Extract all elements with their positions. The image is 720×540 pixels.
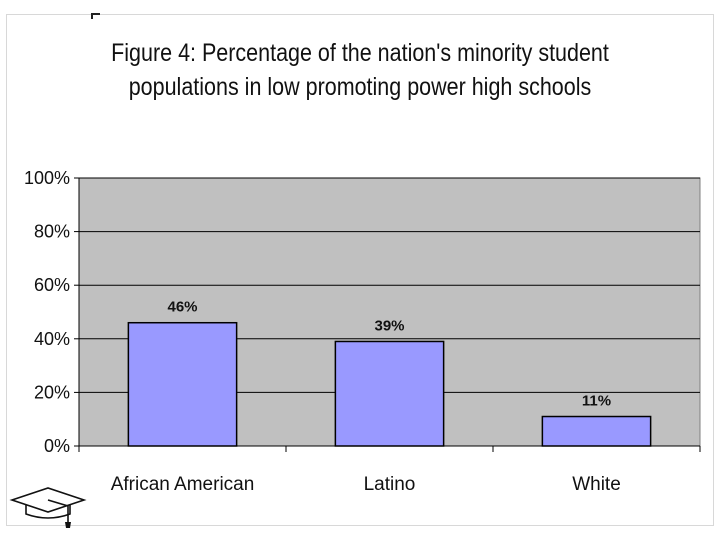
y-tick-label: 40% bbox=[34, 329, 70, 349]
bar bbox=[334, 340, 445, 447]
y-tick-label: 0% bbox=[44, 436, 70, 456]
graduation-cap-icon bbox=[9, 487, 87, 528]
x-category-label: Latino bbox=[364, 474, 416, 495]
corner-mark bbox=[91, 13, 100, 19]
data-label: 11% bbox=[582, 393, 611, 410]
y-tick-label: 60% bbox=[34, 275, 70, 295]
data-label: 39% bbox=[374, 317, 404, 334]
chart-title-line-2: populations in low promoting power high … bbox=[128, 73, 592, 101]
chart-title: Figure 4: Percentage of the nation's min… bbox=[85, 36, 635, 104]
bar bbox=[127, 321, 238, 447]
y-tick-label: 80% bbox=[34, 222, 70, 242]
chart-title-line-1: Figure 4: Percentage of the nation's min… bbox=[111, 39, 609, 67]
x-category-label: African American bbox=[111, 474, 255, 495]
y-tick-label: 20% bbox=[34, 382, 70, 402]
data-label: 46% bbox=[167, 299, 197, 316]
x-category-label: White bbox=[572, 474, 621, 495]
y-tick-label: 100% bbox=[24, 168, 70, 188]
bar bbox=[541, 415, 652, 447]
